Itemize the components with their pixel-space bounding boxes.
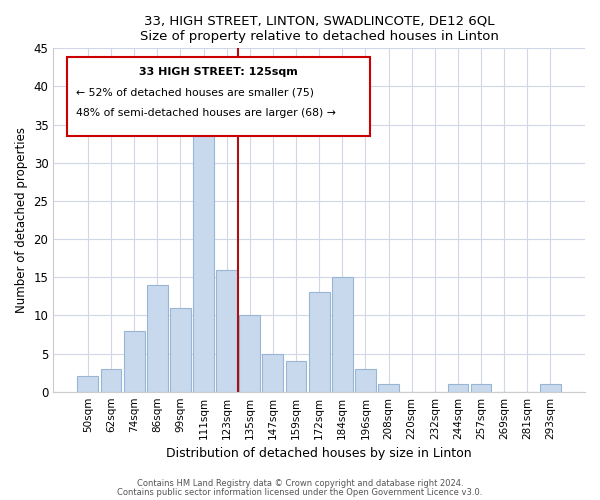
Text: Contains public sector information licensed under the Open Government Licence v3: Contains public sector information licen… — [118, 488, 482, 497]
Bar — [540, 384, 561, 392]
Bar — [262, 354, 283, 392]
Bar — [216, 270, 237, 392]
Text: 48% of semi-detached houses are larger (68) →: 48% of semi-detached houses are larger (… — [76, 108, 335, 118]
Bar — [448, 384, 469, 392]
Text: ← 52% of detached houses are smaller (75): ← 52% of detached houses are smaller (75… — [76, 88, 314, 98]
Bar — [286, 361, 307, 392]
Bar — [355, 369, 376, 392]
Bar — [147, 285, 167, 392]
Bar — [378, 384, 399, 392]
X-axis label: Distribution of detached houses by size in Linton: Distribution of detached houses by size … — [166, 447, 472, 460]
Bar — [101, 369, 121, 392]
Bar — [332, 277, 353, 392]
FancyBboxPatch shape — [67, 57, 370, 136]
Bar — [193, 110, 214, 392]
Bar — [309, 292, 329, 392]
Text: 33 HIGH STREET: 125sqm: 33 HIGH STREET: 125sqm — [139, 67, 298, 77]
Bar — [77, 376, 98, 392]
Bar — [170, 308, 191, 392]
Bar — [239, 316, 260, 392]
Text: Contains HM Land Registry data © Crown copyright and database right 2024.: Contains HM Land Registry data © Crown c… — [137, 479, 463, 488]
Title: 33, HIGH STREET, LINTON, SWADLINCOTE, DE12 6QL
Size of property relative to deta: 33, HIGH STREET, LINTON, SWADLINCOTE, DE… — [140, 15, 499, 43]
Bar — [470, 384, 491, 392]
Y-axis label: Number of detached properties: Number of detached properties — [15, 127, 28, 313]
Bar — [124, 330, 145, 392]
